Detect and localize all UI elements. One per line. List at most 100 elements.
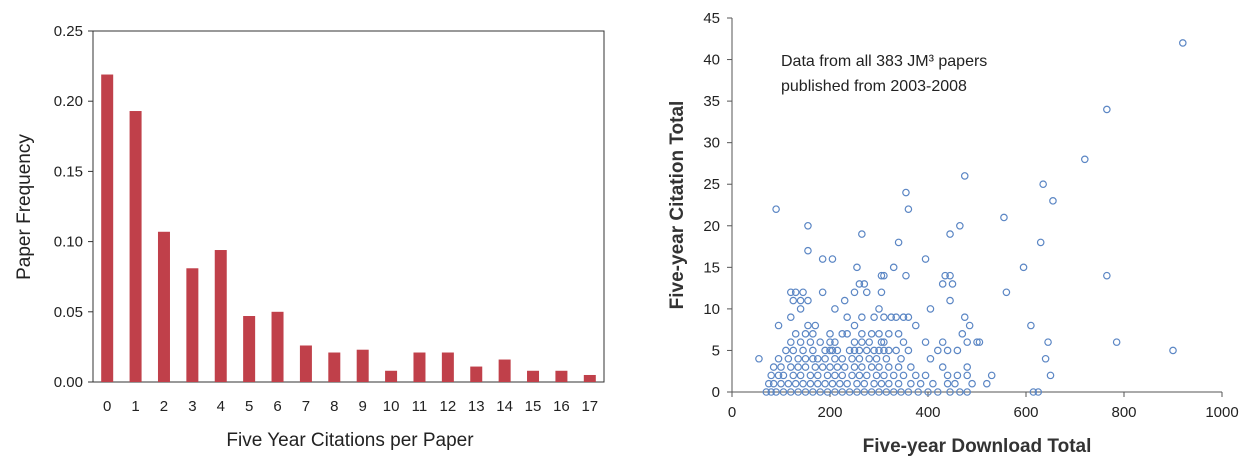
scatter-point (914, 388, 923, 396)
scatter-y-tick-label: 10 (703, 301, 720, 318)
scatter-point (772, 205, 780, 213)
bar (243, 316, 256, 382)
scatter-point (982, 379, 991, 388)
scatter-point (943, 346, 952, 355)
scatter-point (889, 263, 898, 272)
scatter-point (823, 388, 832, 396)
scatter-point (911, 371, 920, 380)
scatter-point (755, 354, 763, 363)
scatter-point (860, 280, 869, 288)
scatter-point (860, 379, 869, 388)
bar-series (101, 74, 596, 383)
scatter-point (777, 379, 785, 388)
scatter-point (858, 230, 866, 238)
scatter-point (794, 388, 802, 396)
bar (186, 268, 199, 382)
scatter-x-axis-title: Five-year Download Total (863, 436, 1092, 457)
scatter-point (811, 321, 820, 330)
scatter-point (867, 330, 876, 338)
scatter-point (921, 338, 930, 346)
scatter-point (833, 346, 842, 355)
scatter-point (1036, 238, 1045, 247)
scatter-point (796, 371, 805, 380)
bar (214, 250, 227, 382)
scatter-point (845, 388, 854, 396)
scatter-point (1029, 388, 1038, 396)
scatter-point (938, 363, 947, 371)
scatter-point (853, 388, 861, 396)
scatter-x-ticks: 0 200 400 600 800 1000 (728, 392, 1239, 421)
scatter-point (926, 354, 935, 363)
scatter-point (943, 379, 952, 388)
scatter-point (828, 379, 837, 388)
scatter-point (840, 296, 849, 305)
scatter-x-tick-label: 400 (915, 404, 940, 421)
scatter-point (850, 288, 859, 297)
scatter-point (818, 255, 827, 263)
bar (413, 352, 426, 382)
scatter-series (755, 39, 1187, 396)
scatter-point (880, 371, 888, 380)
bar-y-tick-label: 0.05 (54, 304, 83, 321)
scatter-point (877, 271, 886, 280)
bar-x-tick-label: 4 (217, 398, 225, 415)
scatter-point (960, 172, 969, 180)
scatter-point (865, 338, 874, 346)
scatter-point (880, 313, 888, 322)
scatter-point (1034, 388, 1043, 396)
scatter-point (762, 388, 771, 396)
bar-x-tick-label: 1 (131, 398, 139, 415)
bar-y-ticks: 0.00 0.05 0.10 0.15 0.20 0.25 (54, 23, 93, 391)
bar-x-tick-label: 10 (383, 398, 400, 415)
scatter-point (953, 371, 962, 380)
bar (498, 359, 511, 382)
bar-x-tick-label: 16 (553, 398, 570, 415)
bar (385, 370, 398, 382)
scatter-point (796, 338, 805, 346)
scatter-point (880, 346, 888, 355)
scatter-point (916, 379, 925, 388)
bar-chart: 0.000.050.100.150.200.25 0 1 2 3 4 5 6 7 8 9 10 11 1… (14, 23, 605, 451)
scatter-point (831, 338, 839, 346)
scatter-point (774, 371, 783, 380)
scatter-point (973, 338, 981, 346)
scatter-point (818, 288, 827, 297)
scatter-point (806, 338, 815, 346)
scatter-point (801, 363, 810, 371)
bar-x-tick-label: 2 (160, 398, 168, 415)
scatter-point (946, 388, 954, 396)
scatter-point (813, 379, 822, 388)
bar (157, 231, 170, 382)
scatter-x-tick-label: 0 (728, 404, 736, 421)
scatter-point (821, 354, 829, 363)
scatter-y-tick-label: 45 (703, 10, 720, 27)
bar-plot-frame (92, 30, 605, 383)
scatter-point (921, 371, 930, 380)
scatter-point (831, 371, 839, 380)
scatter-y-tick-label: 15 (703, 259, 720, 276)
bar-y-tick-label: 0.25 (54, 23, 83, 40)
scatter-point (894, 379, 903, 388)
scatter-y-tick-label: 20 (703, 218, 720, 235)
bar-x-tick-label: 6 (273, 398, 281, 415)
scatter-point (850, 346, 859, 355)
scatter-point (809, 346, 817, 355)
scatter-point (791, 288, 800, 297)
scatter-point (1019, 263, 1028, 272)
scatter-point (1112, 338, 1121, 346)
scatter-point (789, 296, 798, 305)
scatter-point (799, 288, 807, 297)
scatter-point (848, 354, 856, 363)
bar (328, 352, 341, 382)
scatter-point (809, 388, 817, 396)
scatter-point (1041, 354, 1050, 363)
scatter-point (948, 280, 957, 288)
scatter-point (848, 371, 856, 380)
scatter-point (1169, 346, 1177, 355)
bar-x-tick-label: 5 (245, 398, 253, 415)
scatter-point (956, 388, 964, 396)
scatter-point (831, 354, 839, 363)
bar-x-tick-label: 3 (188, 398, 196, 415)
scatter-point (779, 388, 788, 396)
